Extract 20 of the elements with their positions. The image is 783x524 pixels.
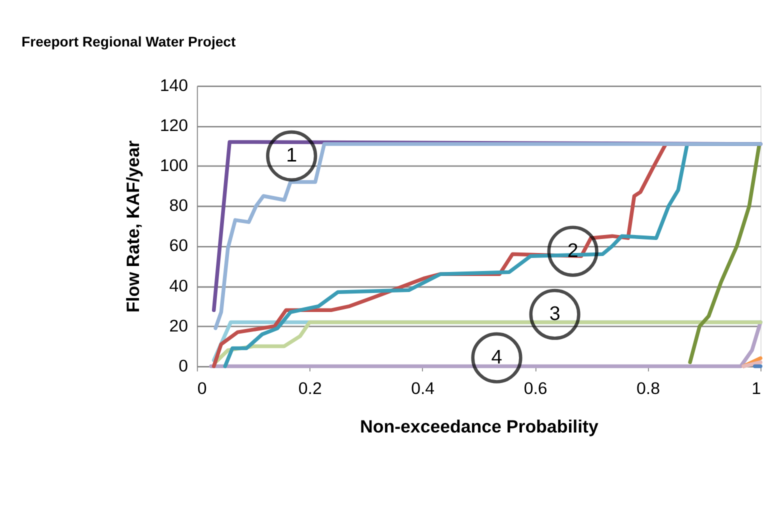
y-tick-label: 100 bbox=[160, 156, 188, 176]
annotation: 1 bbox=[286, 144, 298, 167]
y-tick-label: 140 bbox=[160, 76, 188, 96]
y-tick-label: 0 bbox=[178, 356, 188, 376]
x-tick-label: 0 bbox=[197, 378, 207, 398]
x-tick-label: 0.6 bbox=[524, 378, 548, 398]
x-tick-label: 1 bbox=[752, 378, 761, 398]
annotation: 4 bbox=[491, 346, 502, 368]
x-tick-label: 0.4 bbox=[411, 378, 435, 398]
y-tick-label: 40 bbox=[169, 276, 188, 296]
x-tick-label: 0.8 bbox=[636, 378, 660, 398]
y-tick-label: 120 bbox=[160, 116, 188, 136]
y-tick-label: 80 bbox=[169, 196, 188, 216]
x-tick-label: 0.2 bbox=[298, 378, 322, 398]
y-tick-label: 60 bbox=[169, 236, 188, 256]
y-tick-label: 20 bbox=[169, 316, 188, 336]
chart-title: Freeport Regional Water Project bbox=[22, 33, 236, 50]
annotation: 3 bbox=[549, 303, 560, 326]
x-axis-title: Non-exceedance Probability bbox=[360, 416, 598, 436]
y-axis-title: Flow Rate, KAF/year bbox=[123, 140, 144, 313]
